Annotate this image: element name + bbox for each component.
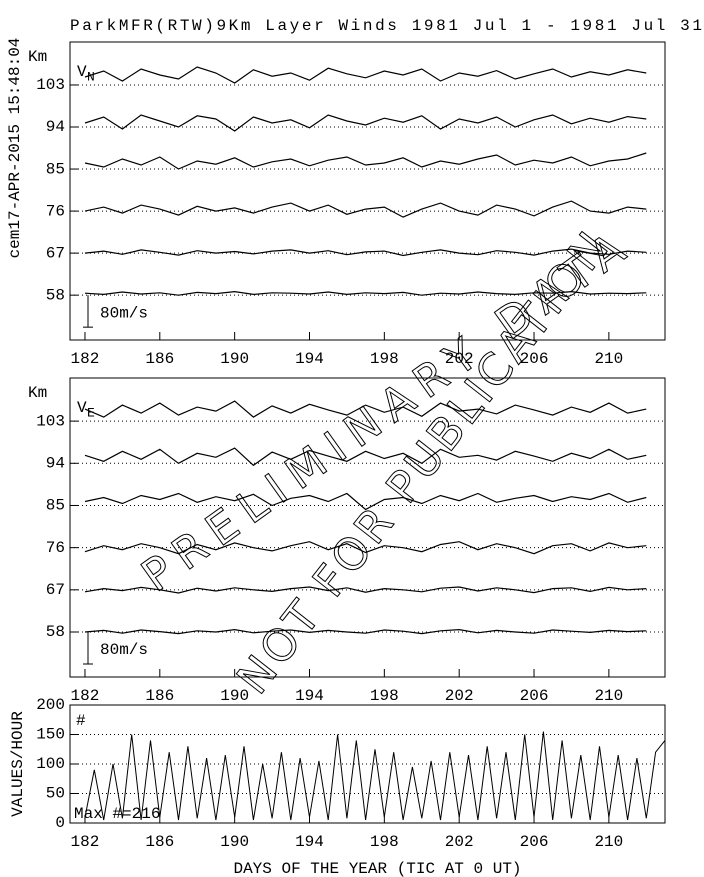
panel-label: V (77, 63, 87, 81)
y-axis-label: Km (28, 384, 47, 402)
wind-trace (84, 66, 647, 84)
chart-title: ParkMFR(RTW)9Km Layer Winds 1981 Jul 1 -… (70, 17, 702, 35)
scale-bar-label: 80m/s (100, 641, 148, 659)
x-tick-label: 206 (520, 833, 549, 851)
x-tick-label: 202 (445, 833, 474, 851)
x-tick-label: 190 (220, 350, 249, 368)
x-tick-label: 202 (445, 350, 474, 368)
y-tick-label: 67 (46, 581, 65, 599)
timestamp: cem17-APR-2015 15:48:04 (6, 38, 24, 259)
x-tick-label: 186 (145, 687, 174, 705)
line (84, 731, 666, 821)
x-tick-label: 190 (220, 687, 249, 705)
y-tick-label: 94 (46, 118, 65, 136)
x-tick-label: 202 (445, 687, 474, 705)
x-tick-label: 198 (370, 350, 399, 368)
y-tick-label: 58 (46, 286, 65, 304)
y-axis-label: Km (28, 48, 47, 66)
y-tick-label: 103 (36, 412, 65, 430)
x-tick-label: 194 (295, 833, 324, 851)
y-tick-label: 50 (46, 785, 65, 803)
annotation: Max #=216 (74, 805, 160, 823)
wind-trace (84, 541, 647, 555)
y-tick-label: 76 (46, 539, 65, 557)
y-tick-label: 85 (46, 497, 65, 515)
x-tick-label: 210 (594, 687, 623, 705)
x-tick-label: 210 (594, 833, 623, 851)
wind-trace (84, 248, 647, 257)
y-tick-label: 0 (55, 814, 65, 832)
wind-trace (84, 200, 647, 218)
wind-trace (84, 586, 647, 594)
wind-trace (84, 152, 647, 170)
y-tick-label: 58 (46, 623, 65, 641)
y-tick-label: 85 (46, 160, 65, 178)
y-tick-label: 200 (36, 696, 65, 714)
wind-trace (84, 447, 647, 467)
x-tick-label: 206 (520, 687, 549, 705)
x-tick-label: 210 (594, 350, 623, 368)
wind-trace (84, 492, 647, 511)
y-tick-label: 150 (36, 726, 65, 744)
plot-frame (69, 377, 666, 678)
x-tick-label: 198 (370, 687, 399, 705)
x-tick-label: 182 (71, 687, 100, 705)
y-tick-label: 67 (46, 244, 65, 262)
y-tick-label: 100 (36, 755, 65, 773)
plots: 182 186 190 194 198 202 206 210 58 67 76 85 94 103 Km V… (9, 41, 666, 877)
y-tick-label: 103 (36, 76, 65, 94)
x-tick-label: 186 (145, 350, 174, 368)
y-tick-label: 76 (46, 202, 65, 220)
panel-label: # (76, 712, 86, 730)
plot-frame (69, 41, 666, 341)
wind-trace (84, 400, 647, 418)
scale-bar-label: 80m/s (100, 304, 148, 322)
x-tick-label: 186 (145, 833, 174, 851)
x-tick-label: 190 (220, 833, 249, 851)
wind-trace (84, 114, 647, 132)
wind-trace (84, 290, 647, 296)
x-axis-label: DAYS OF THE YEAR (TIC AT 0 UT) (233, 860, 521, 877)
x-tick-label: 198 (370, 833, 399, 851)
x-tick-label: 182 (71, 833, 100, 851)
x-tick-label: 182 (71, 350, 100, 368)
y-tick-label: 94 (46, 455, 65, 473)
x-tick-label: 194 (295, 687, 324, 705)
x-tick-label: 206 (520, 350, 549, 368)
panel-label-sub: N (87, 69, 95, 84)
panel-label: V (77, 399, 87, 417)
x-tick-label: 194 (295, 350, 324, 368)
panel-label-sub: E (87, 405, 95, 420)
y-axis-label: VALUES/HOUR (9, 711, 27, 817)
wind-trace (84, 628, 647, 635)
